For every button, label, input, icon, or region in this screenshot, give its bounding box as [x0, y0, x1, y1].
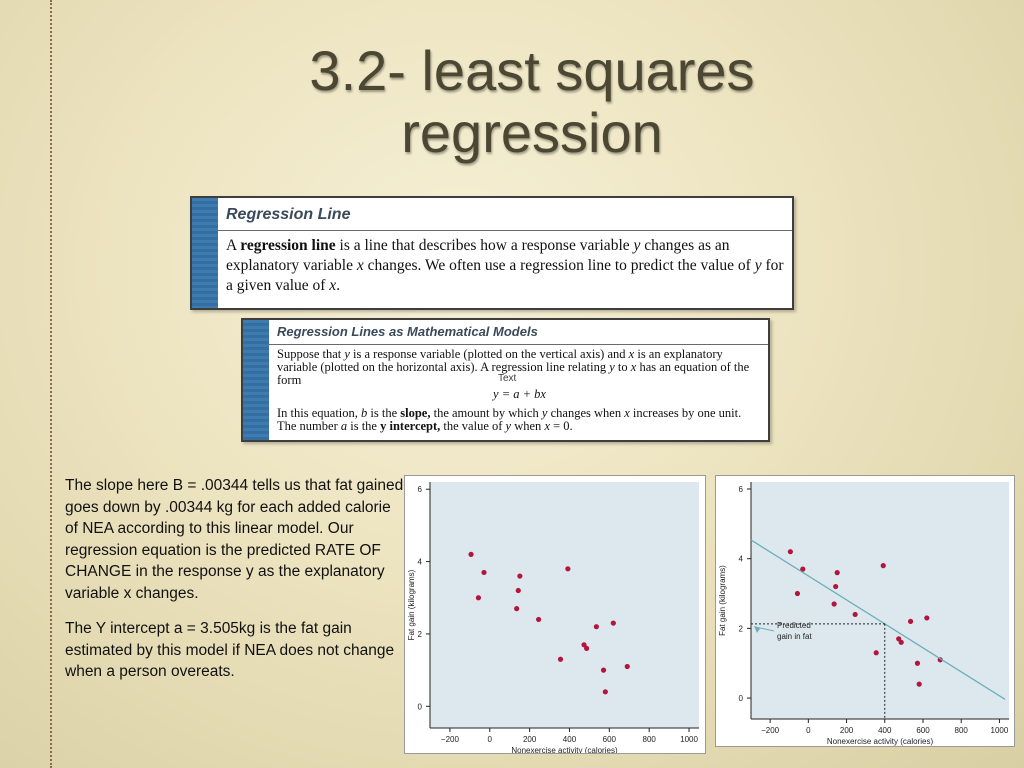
x-tick-label: 600 — [916, 726, 930, 735]
annotation-arrow-head — [754, 625, 760, 633]
mathematical-models-box: Regression Lines as Mathematical Models … — [241, 318, 770, 442]
data-point — [624, 663, 630, 670]
data-point — [924, 615, 930, 621]
x-tick-label: 800 — [643, 735, 657, 744]
explanation-text: The slope here B = .00344 tells us that … — [65, 475, 405, 697]
box-stripe — [243, 320, 269, 440]
title-line-2: regression — [401, 101, 663, 164]
x-axis-label: Nonexercise activity (calories) — [827, 737, 934, 746]
scatterplot-right-with-regression: −200 0 200 400 600 800 1000 0 2 4 6 Nonexercise act… — [715, 475, 1015, 747]
regression-line-definition-box: Regression Line A regression line is a l… — [190, 196, 794, 310]
data-point — [916, 681, 922, 687]
scatterplot-left-svg: −200 0 200 400 600 800 1000 0 2 4 6 Nonexercise act… — [407, 482, 699, 753]
data-point — [610, 620, 616, 626]
data-point — [907, 618, 914, 625]
data-point — [565, 566, 571, 572]
regression-line — [750, 539, 1006, 700]
annotation-line-2: gain in fat — [777, 632, 812, 641]
data-point — [515, 587, 521, 594]
explanation-paragraph-1: The slope here B = .00344 tells us that … — [65, 477, 404, 602]
box-heading: Regression Lines as Mathematical Models — [277, 324, 538, 339]
data-point — [898, 639, 904, 645]
y-tick-label: 0 — [418, 702, 423, 711]
y-tick-label: 0 — [739, 694, 744, 703]
x-tick-label: 200 — [523, 735, 537, 744]
data-point — [514, 606, 520, 612]
data-point — [873, 650, 879, 656]
data-point — [833, 583, 839, 590]
explanation-paragraph-2: The Y intercept a = 3.505kg is the fat g… — [65, 620, 395, 680]
y-axis-label: Fat gain (kilograms) — [718, 565, 727, 636]
data-point — [581, 642, 587, 648]
box-body: Suppose that y is a response variable (p… — [277, 348, 762, 433]
data-point — [794, 590, 801, 597]
data-point — [593, 624, 599, 630]
y-axis-label: Fat gain (kilograms) — [407, 569, 416, 640]
data-point — [602, 689, 608, 695]
y-tick-label: 6 — [418, 485, 423, 494]
data-point — [481, 569, 487, 576]
annotation-arrow-line — [754, 626, 775, 632]
box-stripe — [192, 198, 218, 308]
data-point — [834, 570, 840, 576]
data-point — [584, 645, 590, 652]
x-tick-label: 400 — [563, 735, 577, 744]
box-heading: Regression Line — [226, 206, 351, 223]
x-tick-label: 400 — [878, 726, 892, 735]
data-point — [800, 566, 806, 572]
text-placeholder-label: Text — [498, 373, 517, 384]
box-divider — [269, 344, 768, 345]
x-tick-label: 0 — [488, 735, 493, 744]
y-tick-label: 2 — [418, 630, 423, 639]
x-tick-label: 0 — [806, 726, 811, 735]
slide-title: 3.2- least squares regression — [140, 40, 924, 164]
scatterplot-right-svg: −200 0 200 400 600 800 1000 0 2 4 6 Nonexercise act… — [718, 482, 1009, 746]
data-point — [535, 616, 542, 623]
data-point — [557, 656, 564, 662]
data-point — [600, 667, 607, 673]
data-point — [475, 595, 482, 601]
x-tick-label: 800 — [955, 726, 969, 735]
plot-area — [751, 482, 1009, 719]
box-paragraph-2: In this equation, b is the slope, the am… — [277, 406, 742, 433]
x-tick-label: 200 — [840, 726, 854, 735]
y-tick-label: 4 — [739, 555, 744, 564]
data-point — [914, 660, 921, 666]
title-line-1: 3.2- least squares — [309, 39, 755, 102]
data-point — [517, 573, 523, 579]
x-tick-label: 1000 — [680, 735, 698, 744]
x-tick-label: −200 — [441, 735, 460, 744]
x-axis-label: Nonexercise activity (calories) — [511, 746, 618, 753]
annotation-line-1: Predicted — [777, 621, 811, 630]
left-dotted-line — [50, 0, 52, 768]
data-point — [852, 611, 858, 618]
box-divider — [218, 230, 792, 231]
regression-equation: y = a + bx — [493, 387, 546, 401]
y-tick-label: 4 — [418, 558, 423, 567]
data-point — [880, 563, 886, 569]
y-tick-label: 2 — [739, 624, 744, 633]
scatterplot-left: −200 0 200 400 600 800 1000 0 2 4 6 Nonexercise act… — [404, 475, 706, 754]
plot-area — [430, 482, 699, 728]
box-paragraph-1: Suppose that y is a response variable (p… — [277, 347, 750, 387]
y-tick-label: 6 — [739, 485, 744, 494]
data-point — [831, 601, 837, 607]
x-tick-label: −200 — [761, 726, 780, 735]
x-tick-label: 600 — [603, 735, 617, 744]
data-point — [787, 549, 793, 555]
data-point — [468, 551, 474, 557]
x-tick-label: 1000 — [991, 726, 1009, 735]
box-body: A regression line is a line that describ… — [226, 237, 784, 294]
